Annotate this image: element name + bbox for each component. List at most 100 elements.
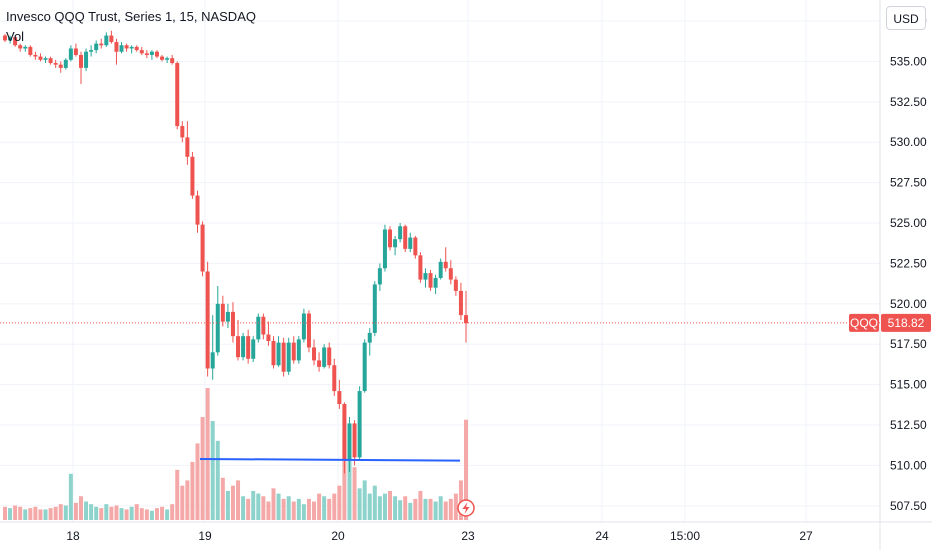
- candle-body: [413, 237, 418, 256]
- candle-body: [190, 156, 195, 196]
- volume-bar: [261, 496, 266, 520]
- volume-bar: [241, 496, 246, 520]
- trendline[interactable]: [199, 457, 461, 462]
- candle-body: [458, 290, 463, 316]
- candle-body: [286, 342, 291, 372]
- candle-body: [195, 195, 200, 225]
- volume-bar: [180, 485, 185, 520]
- candle-body: [388, 229, 393, 248]
- price-axis-label: 510.00: [890, 458, 927, 472]
- candle-body: [109, 35, 114, 43]
- time-axis-label: 27: [799, 529, 813, 543]
- candle-body: [154, 51, 159, 57]
- volume-bar: [342, 438, 347, 520]
- candle-body: [352, 423, 357, 458]
- volume-bar: [433, 501, 438, 520]
- volume-label: Vol: [6, 29, 25, 44]
- volume-bar: [372, 485, 377, 520]
- candle-body: [53, 63, 58, 65]
- candle-body: [28, 46, 33, 55]
- volume-bar: [154, 508, 159, 520]
- volume-bar: [377, 496, 382, 520]
- volume-bar: [312, 501, 317, 520]
- volume-bar: [453, 493, 458, 520]
- volume-bar: [367, 493, 372, 520]
- candle-body: [38, 56, 43, 60]
- currency-button[interactable]: USD: [886, 6, 926, 30]
- candle-body: [84, 51, 89, 68]
- price-axis-label: 525.00: [890, 216, 927, 230]
- volume-bar: [301, 504, 306, 520]
- volume-bar: [225, 490, 230, 520]
- volume-bar: [68, 473, 73, 520]
- volume-bar: [190, 461, 195, 520]
- volume-bar: [109, 506, 114, 520]
- candle-body: [170, 58, 175, 64]
- candle-body: [215, 303, 220, 353]
- candle-body: [332, 365, 337, 392]
- volume-bar: [317, 493, 322, 520]
- volume-bar: [322, 496, 327, 520]
- symbol-tag: QQQ: [850, 316, 878, 330]
- volume-bar: [63, 505, 68, 520]
- volume-bar: [428, 498, 433, 520]
- candle-body: [327, 347, 332, 366]
- candle-body: [438, 261, 443, 278]
- volume-bar: [220, 477, 225, 520]
- candle-body: [428, 273, 433, 288]
- candle-body: [317, 360, 322, 367]
- volume-bar: [99, 508, 104, 520]
- candle-body: [453, 279, 458, 291]
- volume-bar: [89, 504, 94, 520]
- candle-body: [99, 43, 104, 46]
- price-axis-label: 530.00: [890, 135, 927, 149]
- candle-body: [337, 391, 342, 405]
- lightning-icon-bolt: [462, 502, 470, 514]
- volume-bar: [165, 509, 170, 520]
- candle-body: [149, 51, 154, 55]
- time-axis-label: 20: [331, 529, 345, 543]
- volume-bar: [413, 498, 418, 520]
- candle-body: [372, 284, 377, 333]
- price-axis-label: 520.00: [890, 297, 927, 311]
- volume-bar: [271, 488, 276, 520]
- volume-bar: [327, 498, 332, 520]
- volume-bar: [195, 443, 200, 520]
- volume-bar: [114, 505, 119, 520]
- volume-bar: [124, 509, 129, 520]
- volume-bar: [205, 388, 210, 520]
- candle-body: [8, 37, 13, 41]
- lightning-icon[interactable]: [457, 499, 475, 517]
- time-axis-label: 23: [461, 529, 475, 543]
- candle-body: [322, 347, 327, 367]
- candle-body: [230, 311, 235, 337]
- volume-bar: [382, 493, 387, 520]
- candle-body: [377, 268, 382, 285]
- candle-body: [357, 391, 362, 458]
- candle-body: [276, 342, 281, 366]
- candle-body: [408, 237, 413, 249]
- volume-bar: [53, 506, 58, 520]
- volume-bar: [210, 421, 215, 520]
- volume-bar: [443, 501, 448, 520]
- volume-bar: [3, 506, 7, 520]
- chart-legend: Invesco QQQ Trust, Series 1, 15, NASDAQ …: [6, 8, 256, 45]
- volume-bar: [215, 440, 220, 520]
- volume-bar: [448, 498, 453, 520]
- price-axis-label: 515.00: [890, 378, 927, 392]
- volume-bar: [170, 504, 175, 520]
- volume-bar: [160, 506, 165, 520]
- candle-body: [58, 64, 63, 68]
- volume-bar: [246, 498, 251, 520]
- volume-bar: [388, 490, 393, 520]
- candle-body: [33, 54, 38, 57]
- candle-body: [342, 404, 347, 461]
- volume-bar: [337, 485, 342, 520]
- symbol-title: Invesco QQQ Trust, Series 1, 15, NASDAQ: [6, 9, 256, 24]
- candle-body: [68, 48, 73, 60]
- volume-bar: [8, 508, 13, 520]
- candle-body: [180, 126, 185, 138]
- volume-bar: [38, 509, 43, 520]
